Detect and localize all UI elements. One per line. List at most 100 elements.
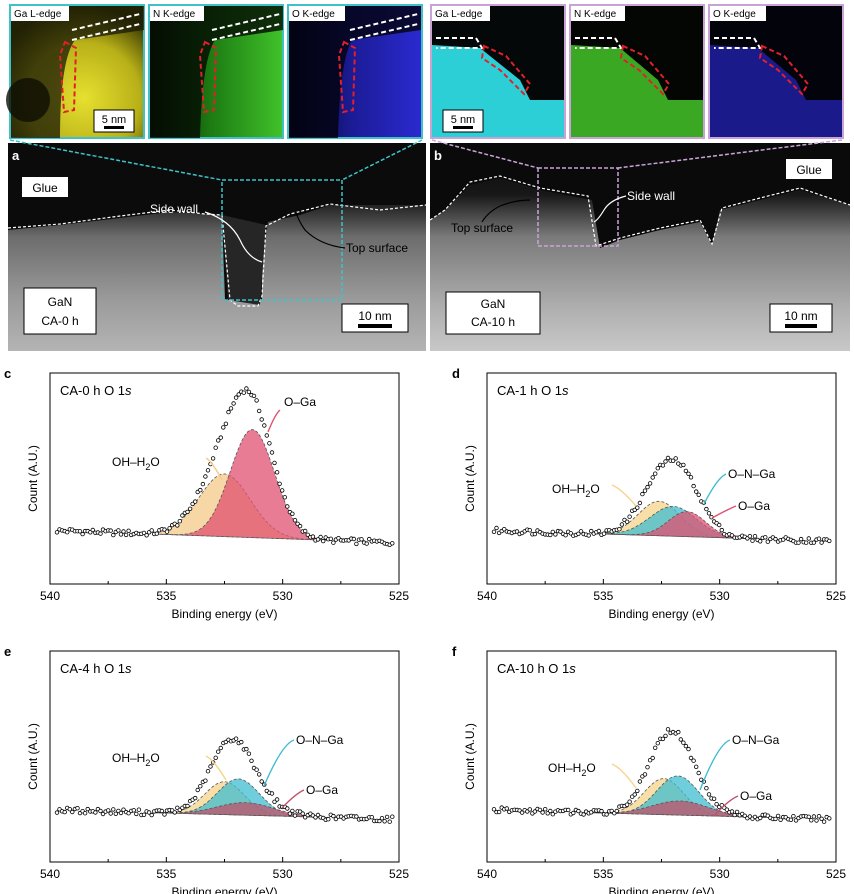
data-point	[765, 539, 770, 544]
x-tick-label: 535	[593, 867, 613, 881]
data-point	[694, 764, 699, 769]
tem-a-zoom-box	[221, 179, 343, 301]
o-map-a-dark-region	[289, 6, 421, 138]
ga-map-b-side-outline	[480, 44, 532, 96]
y-axis-label: Count (A.U.)	[463, 723, 477, 790]
tem-a-glue-label: Glue	[32, 181, 58, 195]
data-point	[827, 816, 832, 821]
data-point	[491, 807, 497, 812]
data-point	[496, 809, 502, 815]
peak-label: OH–H2O	[552, 482, 600, 499]
data-point	[70, 809, 75, 815]
data-point	[244, 386, 249, 391]
n-map-b-top-outline	[575, 37, 623, 49]
data-point	[354, 814, 359, 819]
data-point	[231, 401, 236, 406]
ga-map-a-label: Ga L-edge	[14, 9, 62, 20]
tem-a-sample-line2: CA-0 h	[41, 314, 78, 328]
peak-label: OH–H2O	[112, 455, 160, 472]
tem-a-side-wall-label: Side wall	[150, 202, 198, 216]
data-point	[548, 808, 553, 814]
ga-map-a-blob	[6, 78, 50, 122]
peak-label: O–Ga	[740, 789, 772, 803]
data-point	[100, 811, 106, 817]
data-point	[732, 812, 737, 818]
tem-b-scale-bar	[785, 324, 817, 328]
ga-map-a-label-box	[11, 6, 69, 21]
data-point	[537, 807, 543, 813]
x-axis-label: Binding energy (eV)	[608, 885, 714, 894]
data-point	[93, 810, 98, 815]
data-point	[259, 779, 264, 784]
o-map-b-dark-region	[710, 6, 842, 100]
data-point	[154, 531, 159, 536]
peak-label-subscript: 2	[585, 489, 590, 499]
data-point	[190, 501, 195, 507]
chart-title: CA-1 h O 1s	[497, 383, 569, 398]
data-point	[118, 532, 124, 537]
data-point	[514, 529, 520, 534]
peak-label-leader	[205, 755, 227, 781]
data-point	[185, 509, 190, 515]
data-point	[64, 530, 70, 535]
data-point	[254, 398, 259, 403]
data-point	[277, 481, 282, 486]
data-point	[816, 536, 822, 541]
peak-label-part: OH–H	[112, 751, 145, 765]
data-point	[752, 814, 758, 820]
data-point	[210, 456, 216, 461]
data-point	[244, 746, 249, 752]
data-point	[180, 513, 185, 518]
data-point	[379, 816, 385, 821]
data-point	[527, 807, 532, 812]
data-point	[788, 817, 794, 822]
data-point	[249, 758, 254, 763]
data-point	[532, 531, 538, 537]
y-axis-label: Count (A.U.)	[26, 445, 40, 512]
data-point	[177, 519, 182, 524]
data-point	[98, 808, 103, 814]
chart-title-main: CA-1 h O 1	[497, 383, 562, 398]
data-point	[274, 470, 280, 475]
tem-a-scale-label: 10 nm	[358, 309, 391, 323]
data-point	[589, 528, 594, 534]
peak-label-leader	[711, 505, 737, 519]
data-point	[688, 755, 694, 761]
data-point	[576, 808, 581, 814]
o-map-a-side-outline	[337, 40, 357, 114]
data-point	[711, 796, 717, 801]
tem-b-glue-label: Glue	[796, 163, 822, 177]
data-point	[367, 536, 372, 542]
data-point	[318, 534, 323, 540]
data-point	[642, 488, 648, 493]
data-point	[116, 528, 121, 533]
peak-label-part: OH–H	[112, 455, 145, 469]
tem-b-side-wall-leader	[593, 195, 627, 223]
data-point	[382, 819, 387, 824]
data-point	[215, 749, 221, 754]
data-point	[586, 533, 591, 538]
eels-maps-a: Ga L-edge 5 nm N K-edge O K-edge	[6, 4, 423, 139]
x-tick-label: 535	[156, 867, 176, 881]
n-map-a-side-outline	[198, 40, 218, 114]
data-point	[635, 505, 640, 510]
tem-a-sample-box	[23, 287, 97, 335]
chart-title-orbital: s	[125, 383, 132, 398]
data-point	[192, 499, 198, 504]
tem-a-scale-bar	[358, 324, 392, 328]
data-point	[773, 536, 778, 542]
data-point	[601, 531, 607, 536]
data-point	[814, 818, 819, 823]
data-point	[113, 811, 118, 816]
data-point	[290, 808, 295, 814]
data-point	[98, 531, 103, 536]
data-point	[218, 745, 223, 751]
data-point	[827, 538, 832, 544]
data-point	[581, 812, 586, 817]
data-point	[111, 807, 116, 812]
data-point	[236, 392, 241, 397]
tem-a-zoom-line-right	[341, 139, 423, 181]
data-point	[758, 539, 763, 544]
data-point	[285, 504, 290, 509]
o-map-a-top-outline	[349, 13, 419, 41]
